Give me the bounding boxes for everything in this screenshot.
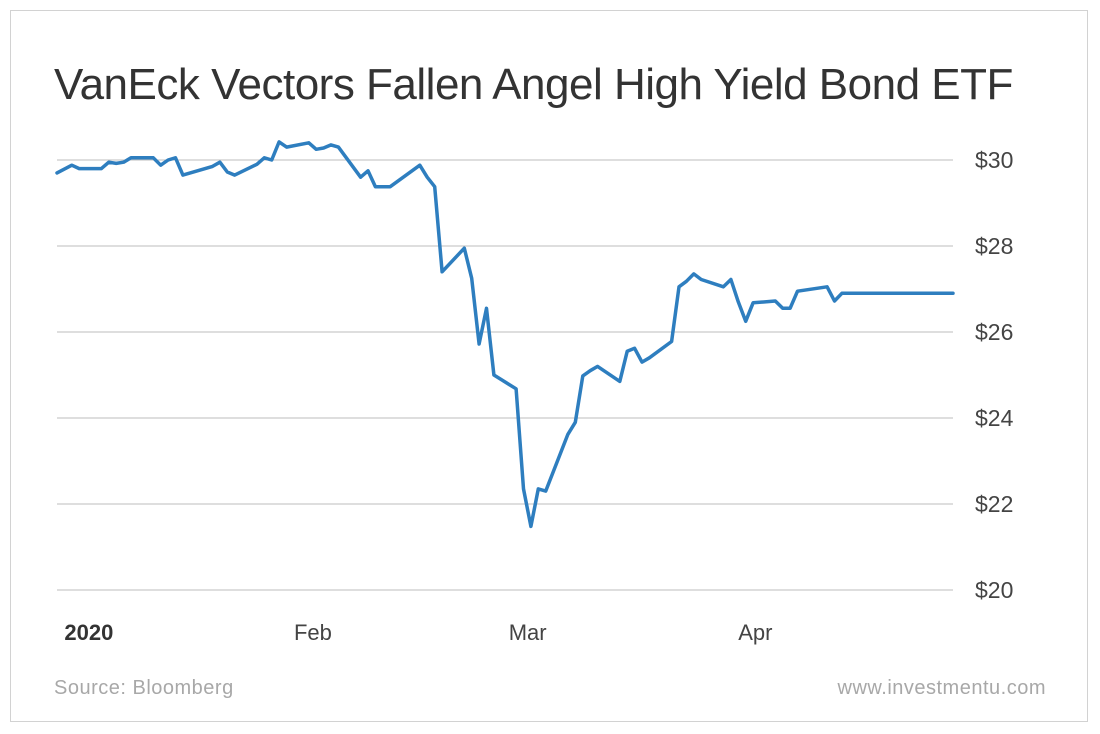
series-line bbox=[55, 140, 955, 529]
y-tick-label: $20 bbox=[975, 577, 1013, 603]
x-tick-label: Feb bbox=[294, 620, 332, 645]
y-tick-label: $22 bbox=[975, 491, 1013, 517]
website-label: www.investmentu.com bbox=[837, 677, 1046, 699]
series-group bbox=[55, 140, 955, 529]
chart-title: VanEck Vectors Fallen Angel High Yield B… bbox=[54, 60, 1013, 109]
x-tick-label: Apr bbox=[738, 620, 772, 645]
chart-frame bbox=[10, 10, 1088, 722]
y-axis-tick-labels: $30 $28 $26 $24 $22 $20 bbox=[975, 147, 1014, 603]
x-tick-label: Mar bbox=[509, 620, 547, 645]
source-label: Source: Bloomberg bbox=[54, 677, 234, 699]
x-axis-tick-labels: 2020 Feb Mar Apr bbox=[64, 620, 772, 645]
y-tick-label: $26 bbox=[975, 319, 1013, 345]
y-tick-label: $24 bbox=[975, 405, 1014, 431]
gridlines bbox=[57, 159, 953, 591]
y-tick-label: $30 bbox=[975, 147, 1013, 173]
y-tick-label: $28 bbox=[975, 233, 1013, 259]
x-tick-label: 2020 bbox=[64, 620, 113, 645]
